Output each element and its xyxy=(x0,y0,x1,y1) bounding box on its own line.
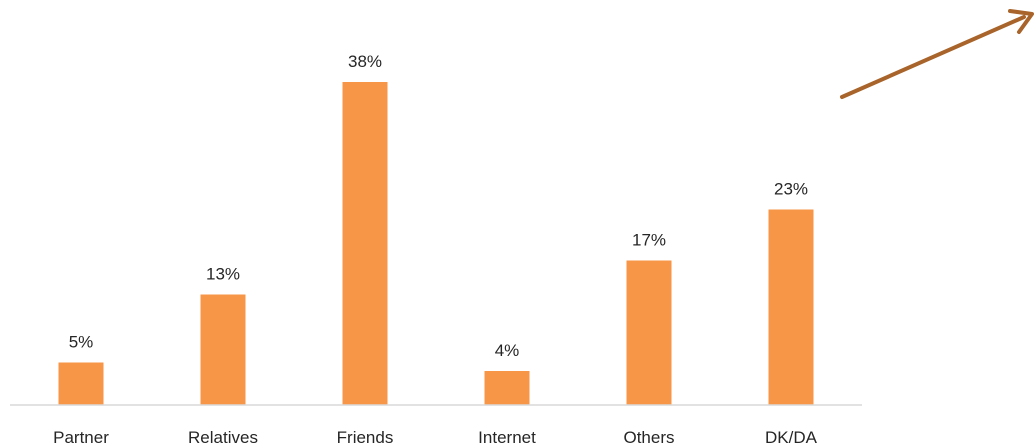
bar-partner xyxy=(58,362,104,405)
data-label: 23% xyxy=(774,180,808,199)
data-label: 4% xyxy=(495,341,520,360)
bar-dk-da xyxy=(768,209,814,405)
category-label: Internet xyxy=(478,428,536,447)
category-label: DK/DA xyxy=(765,428,818,447)
arrow-shaft xyxy=(840,15,1026,99)
bar-friends xyxy=(342,82,388,405)
arrow-head xyxy=(1008,9,1034,34)
data-label: 38% xyxy=(348,52,382,71)
category-labels-layer: Partner Relatives Friends Internet Others DK/… xyxy=(53,428,818,447)
bar-others xyxy=(626,260,672,405)
data-label: 5% xyxy=(69,333,94,352)
data-label: 17% xyxy=(632,231,666,250)
category-label: Others xyxy=(623,428,674,447)
arrow-up-right-icon xyxy=(840,9,1034,99)
value-labels-layer: 5% 13% 38% 4% 17% 23% xyxy=(69,52,808,360)
category-label: Partner xyxy=(53,428,109,447)
bars-layer xyxy=(58,82,814,405)
bar-internet xyxy=(484,371,530,405)
bar-relatives xyxy=(200,294,246,405)
category-label: Relatives xyxy=(188,428,258,447)
data-label: 13% xyxy=(206,265,240,284)
category-label: Friends xyxy=(337,428,394,447)
